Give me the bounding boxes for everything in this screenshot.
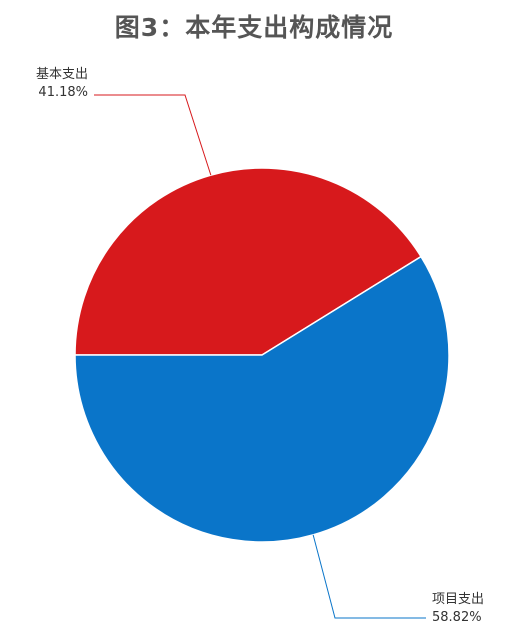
slice-label-name-2: 项目支出 xyxy=(432,592,484,607)
leader-line-2 xyxy=(312,534,426,619)
slice-label-value-1: 41.18% xyxy=(38,85,88,100)
slice-label-name-1: 基本支出 xyxy=(36,67,88,82)
chart-title: 图3：本年支出构成情况 xyxy=(114,13,394,42)
leader-line-1 xyxy=(94,94,212,176)
pie-slice-1 xyxy=(74,167,423,356)
slice-label-value-2: 58.82% xyxy=(432,610,482,625)
pie-slice-2 xyxy=(74,255,450,543)
